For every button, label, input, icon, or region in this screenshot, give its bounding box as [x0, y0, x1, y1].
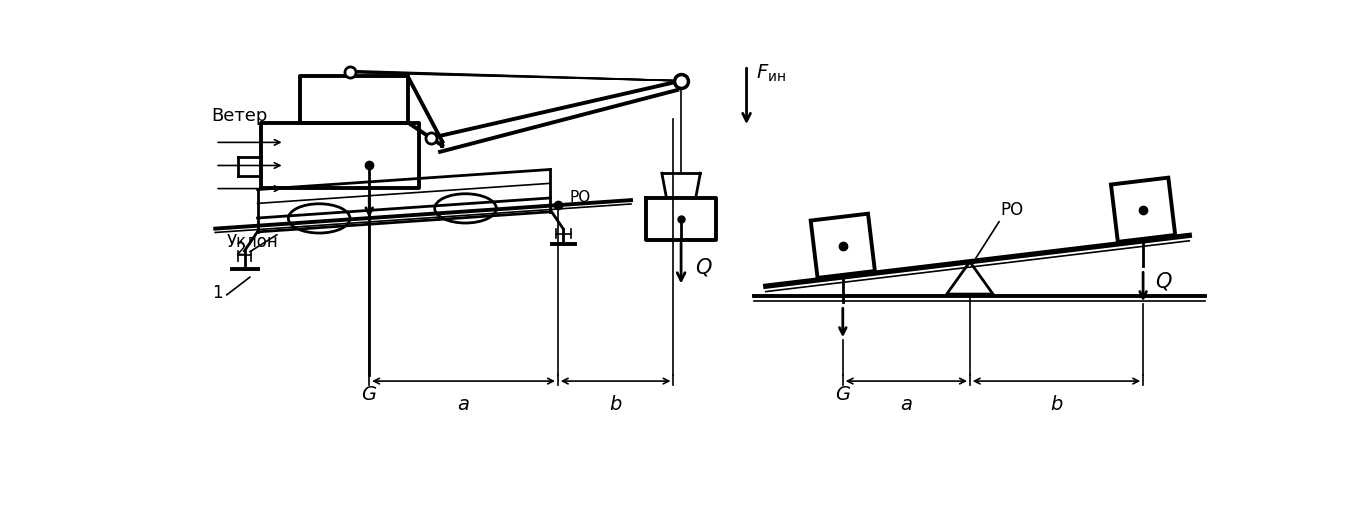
- Text: 2: 2: [236, 241, 245, 259]
- Text: 1: 1: [213, 284, 222, 302]
- Text: $G$: $G$: [835, 385, 850, 404]
- Text: Уклон: Уклон: [226, 233, 278, 251]
- Text: $a$: $a$: [900, 395, 913, 414]
- Text: $F_{\mathregular{ин}}$: $F_{\mathregular{ин}}$: [755, 62, 785, 84]
- Text: РО: РО: [570, 190, 591, 205]
- Text: Ветер: Ветер: [212, 107, 267, 126]
- Text: $Q$: $Q$: [1155, 270, 1172, 292]
- Text: $a$: $a$: [457, 395, 471, 414]
- Text: $Q$: $Q$: [694, 256, 712, 278]
- Text: $G$: $G$: [361, 385, 377, 404]
- Text: РО: РО: [1001, 202, 1024, 219]
- Text: $b$: $b$: [609, 395, 622, 414]
- Text: $b$: $b$: [1050, 395, 1063, 414]
